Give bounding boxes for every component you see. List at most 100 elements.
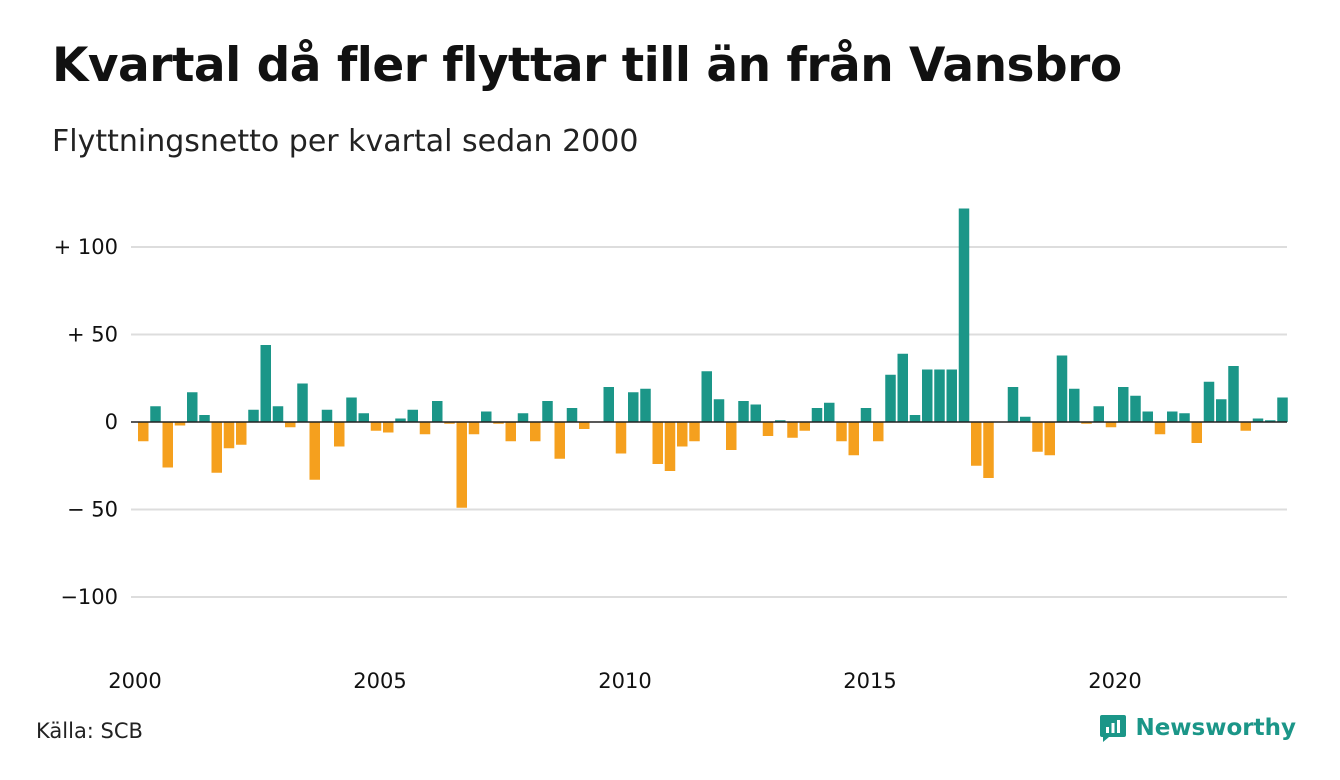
bar bbox=[1154, 422, 1166, 435]
bar bbox=[138, 422, 149, 442]
bar bbox=[1179, 413, 1190, 422]
bar bbox=[297, 383, 308, 422]
bar bbox=[1167, 411, 1178, 422]
source-note: Källa: SCB bbox=[36, 719, 143, 743]
bar bbox=[530, 422, 541, 442]
bar bbox=[248, 409, 259, 422]
bar bbox=[909, 415, 921, 422]
bar bbox=[285, 422, 296, 428]
bar bbox=[334, 422, 345, 447]
bar bbox=[750, 404, 761, 422]
newsworthy-logo-icon bbox=[1100, 715, 1127, 742]
y-tick-label: − 50 bbox=[67, 498, 118, 522]
bar bbox=[1277, 397, 1288, 422]
bar bbox=[1105, 422, 1117, 428]
bar bbox=[860, 408, 872, 422]
bar bbox=[1228, 366, 1239, 422]
bar bbox=[579, 422, 590, 429]
bar bbox=[1252, 418, 1264, 422]
bar bbox=[211, 422, 222, 473]
bar bbox=[1056, 355, 1068, 422]
bar bbox=[971, 422, 982, 466]
x-tick-label: 2005 bbox=[353, 669, 406, 693]
bar bbox=[799, 422, 810, 431]
chart-title: Kvartal då fler flyttar till än från Van… bbox=[52, 38, 1122, 93]
bar bbox=[652, 422, 663, 464]
bar bbox=[566, 408, 578, 422]
x-tick-label: 2020 bbox=[1088, 669, 1141, 693]
bar bbox=[481, 411, 492, 422]
bar bbox=[946, 369, 957, 422]
bar bbox=[640, 388, 651, 422]
y-axis-ticks: + 100 + 50 0 − 50 −100 bbox=[54, 235, 118, 609]
bar bbox=[321, 409, 333, 422]
bar bbox=[726, 422, 737, 450]
bar bbox=[1020, 416, 1031, 422]
bar bbox=[1142, 411, 1153, 422]
bar bbox=[162, 422, 173, 468]
bar bbox=[1044, 422, 1055, 456]
bar bbox=[395, 418, 406, 422]
bar bbox=[260, 345, 271, 422]
bar bbox=[1191, 422, 1202, 443]
bar bbox=[885, 374, 896, 422]
bar bbox=[309, 422, 320, 480]
bar bbox=[542, 401, 553, 422]
bar bbox=[615, 422, 627, 454]
bar bbox=[1240, 422, 1251, 431]
bar bbox=[236, 422, 247, 445]
bar bbox=[775, 420, 786, 422]
bar bbox=[444, 422, 455, 424]
bar bbox=[664, 422, 676, 471]
newsworthy-logo[interactable]: Newsworthy bbox=[1099, 713, 1296, 743]
bar bbox=[370, 422, 382, 431]
bar bbox=[848, 422, 859, 456]
bar bbox=[187, 392, 198, 422]
x-axis-ticks: 2000 2005 2010 2015 2020 bbox=[108, 669, 1141, 693]
bar bbox=[1032, 422, 1043, 452]
bar bbox=[456, 422, 467, 508]
bar bbox=[432, 401, 443, 422]
bar bbox=[897, 353, 908, 422]
bar bbox=[983, 422, 994, 478]
bar bbox=[1118, 387, 1129, 422]
bar bbox=[603, 387, 614, 422]
bar bbox=[493, 422, 504, 424]
bar bbox=[383, 422, 394, 433]
bar bbox=[1081, 422, 1092, 424]
chart-subtitle: Flyttningsnetto per kvartal sedan 2000 bbox=[52, 124, 639, 159]
bar bbox=[836, 422, 847, 442]
bar bbox=[1093, 406, 1104, 422]
bar bbox=[824, 402, 835, 422]
y-tick-label: 0 bbox=[105, 410, 118, 434]
bar bbox=[713, 399, 725, 422]
bar bbox=[419, 422, 431, 435]
bar bbox=[199, 415, 210, 422]
y-tick-label: + 50 bbox=[67, 323, 118, 347]
bar bbox=[922, 369, 933, 422]
bar bbox=[628, 392, 639, 422]
brand-name: Newsworthy bbox=[1135, 715, 1296, 741]
bar bbox=[738, 401, 749, 422]
x-tick-label: 2000 bbox=[108, 669, 161, 693]
bar bbox=[1265, 420, 1276, 422]
bar bbox=[811, 408, 823, 422]
bar bbox=[358, 413, 369, 422]
bar bbox=[873, 422, 884, 442]
bar bbox=[677, 422, 688, 447]
bar bbox=[1007, 387, 1019, 422]
x-tick-label: 2010 bbox=[598, 669, 651, 693]
bar bbox=[689, 422, 700, 442]
bar bbox=[934, 369, 945, 422]
bar bbox=[174, 422, 186, 426]
bar bbox=[505, 422, 516, 442]
bar bbox=[272, 406, 284, 422]
bar bbox=[1216, 399, 1227, 422]
x-tick-label: 2015 bbox=[843, 669, 896, 693]
bar bbox=[762, 422, 774, 436]
y-tick-label: + 100 bbox=[54, 235, 118, 259]
bar bbox=[1203, 381, 1215, 422]
bar bbox=[223, 422, 235, 449]
bar bbox=[1130, 395, 1141, 422]
